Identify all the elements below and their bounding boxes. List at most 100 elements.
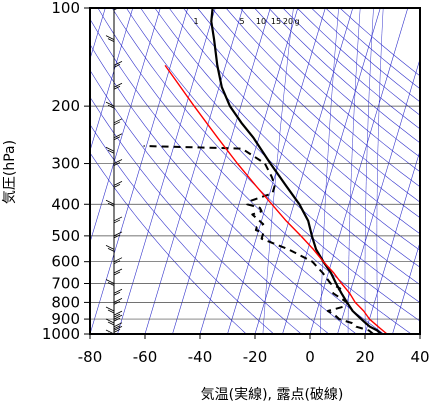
- dry-adiabat-line: [197, 8, 420, 219]
- mixing-ratio-line: [262, 8, 294, 334]
- wind-barb: [113, 325, 121, 330]
- wind-barb: [105, 101, 115, 107]
- dry-adiabat-line: [225, 8, 420, 188]
- wind-barb: [113, 82, 123, 88]
- x-tick-label: 40: [410, 348, 429, 366]
- wind-barb: [107, 321, 115, 326]
- wind-barb: [113, 234, 121, 239]
- mixing-ratio-label: 5: [239, 17, 244, 26]
- wind-barb: [107, 309, 115, 314]
- dry-adiabat-line: [90, 152, 247, 334]
- y-tick-label: 600: [51, 253, 80, 271]
- wind-barb: [105, 146, 115, 152]
- dry-adiabat-line: [140, 8, 420, 286]
- isotherm-line: [199, 8, 299, 334]
- x-tick-label: -60: [133, 348, 158, 366]
- mixing-ratio-label: 1: [193, 17, 198, 26]
- wind-barb: [107, 38, 115, 42]
- mixing-ratio-line: [376, 8, 384, 334]
- dry-adiabat-line: [90, 123, 275, 334]
- wind-barb: [113, 288, 123, 294]
- y-tick-label: 500: [51, 227, 80, 245]
- x-tick-label: 20: [355, 348, 374, 366]
- mixing-ratio-lines: [262, 8, 384, 334]
- wind-barb: [113, 121, 121, 126]
- temperature-line: [210, 8, 383, 334]
- sounding-series: [143, 8, 388, 334]
- wind-barb: [113, 329, 121, 333]
- isotherm-line: [90, 8, 161, 244]
- dry-adiabat-line: [211, 8, 420, 203]
- isotherm-line: [309, 8, 409, 334]
- y-tick-label: 100: [51, 0, 80, 17]
- y-tick-label: 1000: [42, 325, 80, 343]
- dry-adiabat-line: [183, 8, 420, 235]
- mixing-ratio-label: 20: [283, 17, 293, 26]
- wind-barb: [105, 245, 115, 250]
- wind-barb: [107, 104, 115, 109]
- wind-barb: [107, 248, 115, 252]
- mixing-ratio-label: 10: [256, 17, 266, 26]
- mixing-ratio-labels: 1 5 10 15 20 g: [193, 17, 299, 26]
- parcel-line: [164, 64, 388, 334]
- isotherm-line: [90, 8, 134, 152]
- dry-adiabat-line: [111, 8, 420, 322]
- dry-adiabat-line: [254, 8, 420, 158]
- wind-barbs: [105, 8, 123, 334]
- wind-barb: [113, 219, 121, 224]
- x-tick-label: 0: [305, 348, 315, 366]
- wind-barb: [113, 322, 123, 328]
- mixing-ratio-line: [319, 8, 339, 334]
- wind-barb: [113, 314, 123, 320]
- y-tick-label: 300: [51, 155, 80, 173]
- wind-barb: [113, 257, 123, 263]
- isotherm-line: [282, 8, 381, 334]
- wind-barb: [113, 181, 123, 186]
- y-tick-label: 900: [51, 310, 80, 328]
- dry-adiabat-line: [90, 69, 330, 334]
- wind-barb: [113, 301, 121, 305]
- wind-barb: [105, 199, 115, 205]
- wind-barb: [113, 85, 121, 90]
- dry-adiabat-lines: [90, 8, 420, 334]
- wind-barb: [107, 282, 115, 286]
- wind-barb: [107, 149, 115, 154]
- wind-barb: [113, 162, 121, 166]
- y-axis-title: 気圧(hPa): [2, 140, 18, 204]
- dry-adiabat-line: [126, 8, 420, 303]
- dry-adiabat-line: [168, 8, 420, 251]
- y-tick-label: 700: [51, 275, 80, 293]
- mixing-ratio-line: [347, 8, 361, 334]
- y-tick-label: 800: [51, 293, 80, 311]
- wind-barb: [113, 310, 123, 316]
- wind-barb: [113, 291, 121, 296]
- isotherm-line: [254, 8, 354, 334]
- wind-barb: [113, 118, 123, 124]
- isotherm-line: [144, 8, 244, 334]
- wind-barb: [113, 271, 121, 276]
- wind-barb: [105, 306, 115, 312]
- wind-barb: [113, 133, 123, 139]
- wind-barb: [113, 313, 121, 318]
- x-tick-labels: -80 -60 -40 -20 0 20 40: [78, 334, 430, 366]
- x-tick-label: -40: [188, 348, 213, 366]
- isotherm-line: [117, 8, 216, 334]
- dry-adiabat-line: [97, 8, 412, 334]
- dry-adiabat-line: [90, 43, 357, 334]
- isotherm-line: [364, 149, 420, 334]
- wind-barb: [105, 318, 115, 324]
- x-tick-label: -20: [243, 348, 268, 366]
- wind-barb: [113, 326, 123, 331]
- wind-barb: [113, 159, 123, 164]
- y-tick-label: 400: [51, 195, 80, 213]
- x-axis-title: 気温(実線), 露点(破線): [201, 387, 344, 403]
- wind-barb: [113, 260, 121, 265]
- wind-barb: [113, 184, 121, 188]
- wind-barb: [113, 61, 123, 66]
- y-tick-label: 200: [51, 97, 80, 115]
- mixing-ratio-line: [364, 8, 374, 334]
- wind-barb: [113, 216, 123, 222]
- wind-barb: [113, 231, 123, 237]
